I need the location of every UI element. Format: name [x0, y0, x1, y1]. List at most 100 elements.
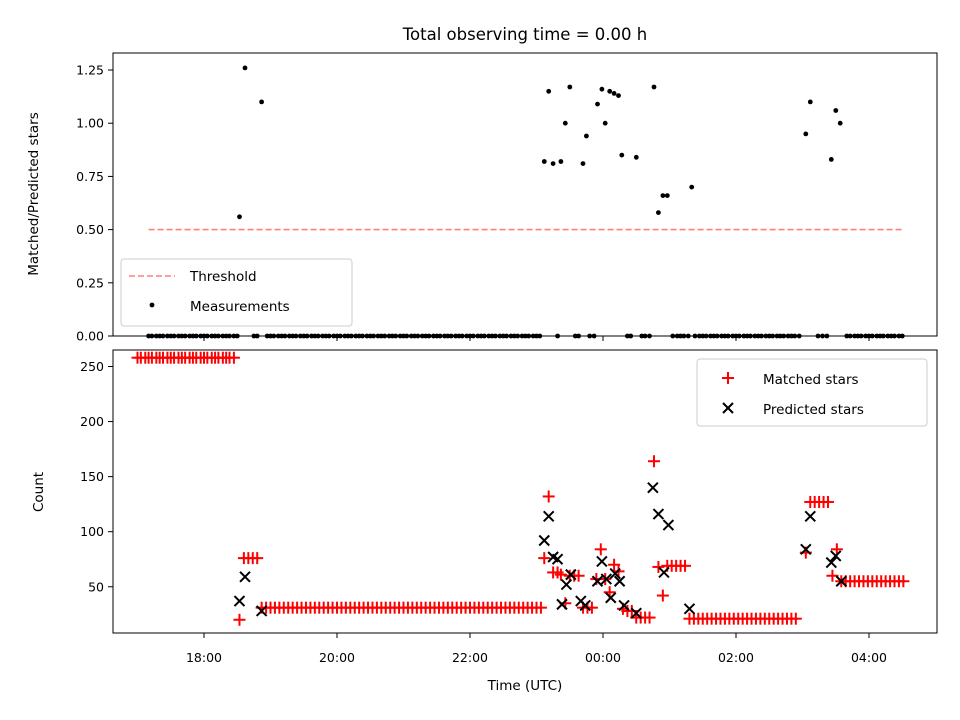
top-x-axis — [203, 336, 870, 341]
y-tick-label: 1.00 — [76, 116, 104, 131]
matched-star-point — [647, 455, 660, 468]
predicted-star-point — [605, 592, 617, 604]
y-tick-label: 0.50 — [76, 222, 104, 237]
matched-star-point — [594, 543, 607, 556]
matched-star-point — [679, 559, 692, 572]
legend-threshold-label: Threshold — [189, 269, 257, 285]
bottom-legend: Matched stars Predicted stars — [696, 358, 928, 427]
predicted-star-point — [579, 599, 591, 612]
predicted-star-point — [560, 578, 573, 591]
chart-title: Total observing time = 0.00 h — [402, 25, 647, 44]
predicted-star-point — [551, 553, 564, 565]
predicted-star-point — [662, 519, 675, 531]
legend-matched-swatch — [722, 372, 734, 384]
measurement-point — [580, 161, 586, 167]
top-y-axis: 0.00 0.25 0.50 0.75 1.00 1.25 — [76, 63, 113, 344]
legend-matched-label: Matched stars — [763, 372, 859, 388]
top-panel: 0.00 0.25 0.50 0.75 1.00 1.25 Matched/Predict… — [26, 52, 938, 344]
y-tick-label: 100 — [80, 524, 104, 539]
matched-star-point — [826, 569, 839, 582]
matched-star-point — [227, 351, 240, 364]
bottom-panel: 50 100 150 200 250 18:00 20:00 22:00 00:00 02:00… — [31, 349, 938, 694]
predicted-star-point — [591, 575, 604, 587]
predicted-star-point — [683, 603, 696, 615]
measurement-point — [803, 131, 809, 137]
bottom-axes-frame — [112, 349, 938, 634]
predicted-star-point — [830, 550, 842, 562]
measurement-point — [595, 101, 600, 107]
legend-measurements-label: Measurements — [190, 299, 290, 315]
matched-star-point — [625, 604, 638, 617]
measurement-point — [602, 120, 608, 126]
predicted-star-point — [239, 571, 251, 583]
y-tick-label: 1.25 — [76, 63, 104, 78]
x-tick-label: 22:00 — [452, 650, 488, 665]
y-tick-label: 0.00 — [76, 329, 104, 344]
x-tick-label: 20:00 — [319, 650, 355, 665]
measurement-point — [619, 152, 625, 158]
predicted-star-point — [658, 566, 670, 579]
measurement-point — [599, 86, 605, 92]
matched-star-point — [821, 495, 834, 508]
predicted-star-point — [600, 573, 613, 585]
y-tick-label: 0.25 — [76, 275, 104, 290]
matched-star-point — [656, 589, 669, 602]
legend-predicted-label: Predicted stars — [763, 402, 864, 418]
measurement-point — [550, 161, 556, 167]
predicted-star-point — [618, 599, 630, 612]
legend-predicted-swatch — [722, 402, 734, 414]
measurement-point — [833, 108, 839, 113]
measurement-point — [584, 133, 589, 139]
measurement-point — [558, 159, 564, 164]
measurement-point — [242, 65, 248, 71]
matched-star-point — [572, 569, 585, 582]
predicted-star-point — [630, 607, 642, 619]
top-legend: Threshold Measurements — [120, 258, 353, 327]
predicted-star-point — [596, 555, 608, 568]
measurement-point — [689, 184, 695, 190]
matched-star-point — [538, 552, 551, 565]
predicted-star-point — [609, 567, 621, 580]
measurement-point — [837, 120, 843, 126]
predicted-star-point — [800, 543, 812, 556]
x-tick-label: 04:00 — [851, 650, 887, 665]
matched-star-point — [789, 612, 802, 625]
matched-star-point — [233, 613, 246, 626]
matched-star-point — [652, 560, 665, 573]
x-axis-label: Time (UTC) — [487, 678, 563, 694]
predicted-star-point — [613, 575, 626, 587]
top-y-axis-label: Matched/Predicted stars — [26, 112, 42, 275]
bottom-y-axis: 50 100 150 200 250 — [80, 359, 113, 594]
measurement-point — [562, 120, 568, 126]
predicted-star-point — [556, 598, 568, 611]
x-tick-label: 00:00 — [585, 650, 621, 665]
matched-star-point — [542, 490, 555, 503]
matched-star-point — [608, 558, 621, 571]
top-legend-box — [120, 258, 353, 327]
predicted-star-point — [652, 508, 665, 520]
matched-star-point — [897, 575, 910, 588]
measurement-point — [259, 99, 264, 105]
legend-measurements-swatch — [149, 302, 155, 308]
measurement-point — [651, 84, 657, 90]
matched-star-point — [534, 601, 547, 614]
measurement-point — [546, 88, 552, 94]
measurement-point — [828, 157, 834, 162]
matched-star-point — [643, 611, 656, 624]
predicted-star-point — [647, 481, 659, 494]
predicted-star-point — [804, 510, 816, 522]
bottom-x-axis: 18:00 20:00 22:00 00:00 02:00 04:00 — [186, 633, 887, 665]
measurement-point — [611, 91, 617, 96]
matched-star-point — [554, 568, 567, 581]
measurement-point — [633, 154, 639, 160]
measurement-point — [664, 193, 670, 199]
matched-star-point — [830, 543, 843, 556]
measurement-point — [237, 214, 242, 220]
measurement-point — [567, 84, 573, 90]
x-tick-label: 18:00 — [186, 650, 222, 665]
measurement-point — [616, 93, 621, 98]
predicted-star-point — [825, 556, 838, 569]
bottom-plot-area — [131, 351, 910, 626]
predicted-star-point — [233, 595, 246, 607]
